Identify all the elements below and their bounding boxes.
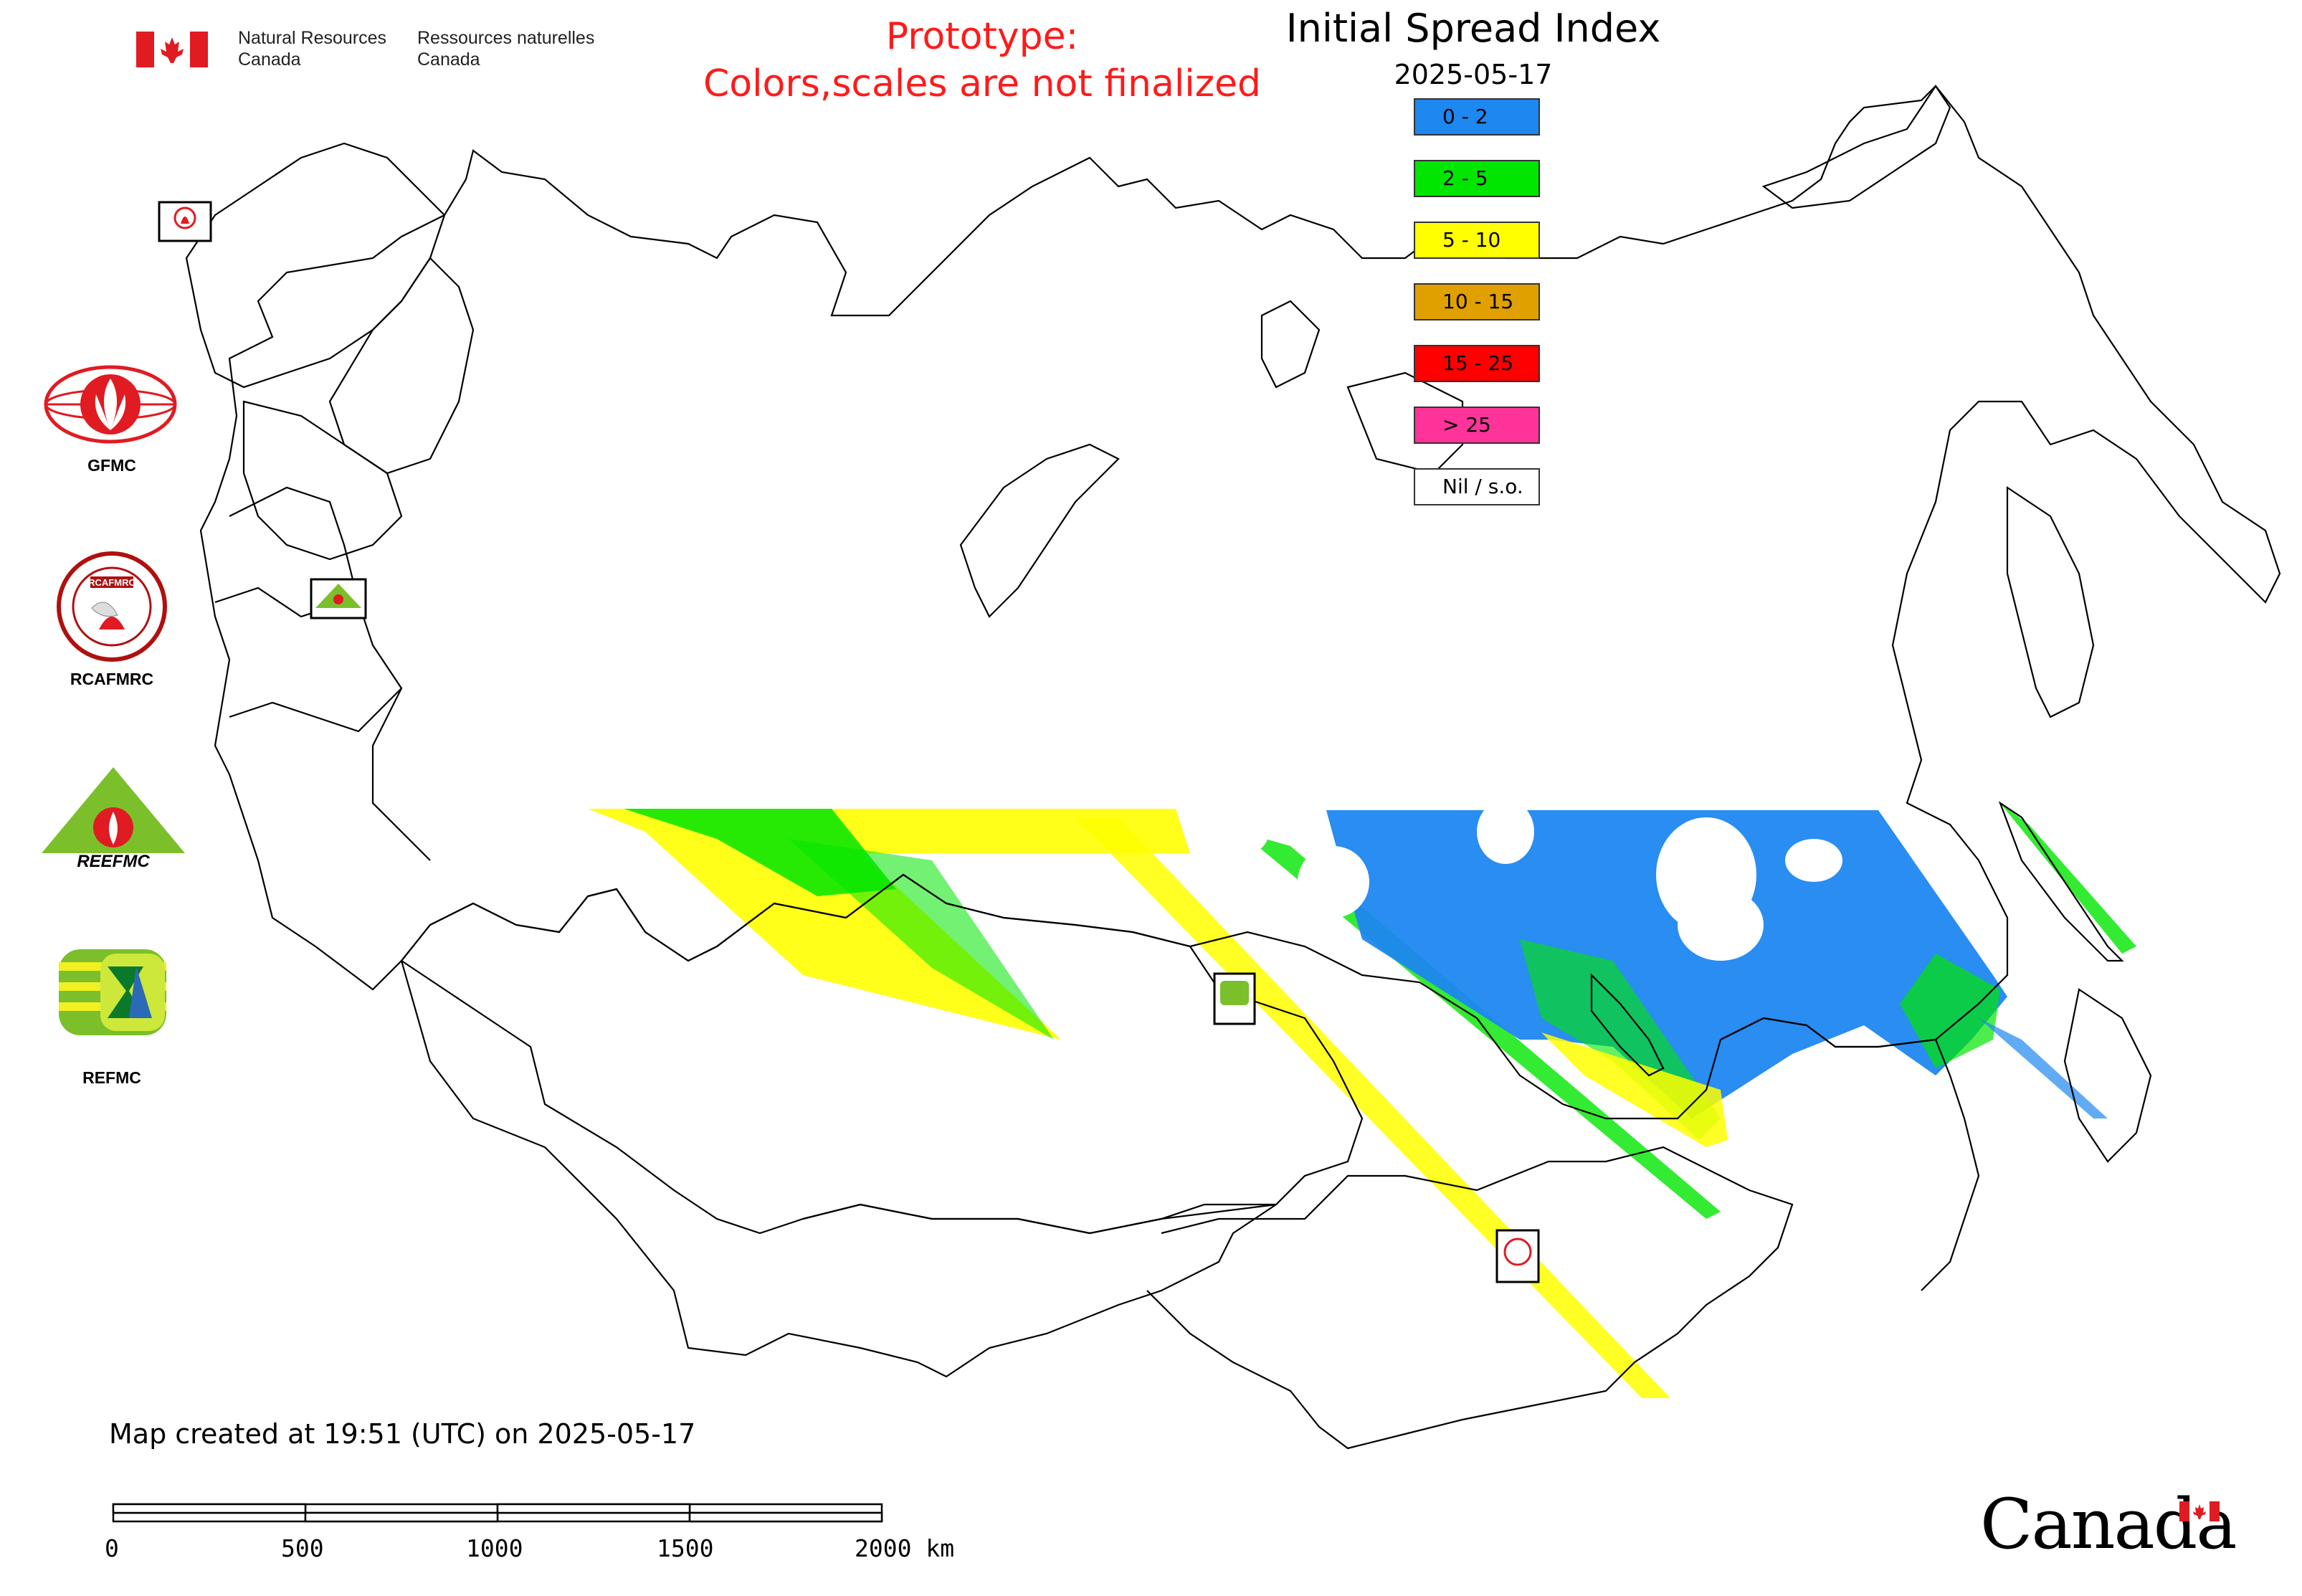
swath-east-yellow	[1541, 1032, 1728, 1147]
gfmc-logo	[44, 365, 177, 444]
reefmc-logo: REEFMC	[39, 767, 188, 871]
canada-flag-icon	[136, 32, 208, 67]
canada-wordmark: Canada	[1980, 1484, 2237, 1564]
scandinavia-outline	[185, 142, 446, 389]
svg-text:REEFMC: REEFMC	[77, 852, 150, 871]
legend-item-10-15: 10 - 15	[1414, 283, 1540, 320]
swath-east-green-2	[1900, 954, 2000, 1068]
legend-item-over-25: > 25	[1414, 407, 1540, 444]
prototype-line-1: Prototype:	[885, 15, 1079, 58]
japan-outline	[2063, 988, 2152, 1163]
kazakhstan-outline	[400, 873, 1364, 1235]
scale-label-1500: 1500	[657, 1534, 714, 1562]
agency-name-en: Natural Resources Canada	[238, 28, 387, 70]
nrcan-signature: Natural Resources Canada Ressources natu…	[136, 27, 609, 77]
legend-item-0-2: 0 - 2	[1414, 98, 1540, 136]
prototype-notice: Prototype: Colors,scales are not finaliz…	[674, 13, 1290, 108]
scale-label-2000: 2000 km	[855, 1534, 955, 1562]
scale-label-500: 500	[281, 1534, 324, 1562]
map-date: 2025-05-17	[1394, 59, 1553, 90]
mongolia-outline	[1146, 1146, 1794, 1450]
taimyr	[1346, 371, 1464, 475]
lake-baikal	[1590, 973, 1665, 1077]
rcafmrc-label: RCAFMRC	[70, 670, 154, 688]
map-title: Initial Spread Index	[1285, 6, 1661, 51]
gfmc-label: GFMC	[87, 456, 136, 475]
agency-name-fr: Ressources naturelles Canada	[417, 28, 595, 70]
prototype-line-2: Colors,scales are not finalized	[703, 62, 1262, 105]
scale-label-0: 0	[105, 1534, 119, 1562]
creation-timestamp: Map created at 19:51 (UTC) on 2025-05-17	[109, 1418, 696, 1450]
china-border	[1720, 1017, 1980, 1291]
scale-label-1000: 1000	[466, 1534, 523, 1562]
country-borders	[185, 85, 2281, 1450]
legend-item-15-25: 15 - 25	[1414, 345, 1540, 382]
map-center-badges	[158, 201, 1540, 1283]
chukotka	[1761, 85, 1951, 209]
baltic-outline	[242, 400, 403, 561]
swath-east-blue	[1326, 810, 2007, 1118]
svg-text:RCAFMRC: RCAFMRC	[88, 577, 135, 588]
legend-item-2-5: 2 - 5	[1414, 160, 1540, 197]
legend-item-nil: Nil / s.o.	[1414, 468, 1540, 505]
swath-sakhalin	[2000, 803, 2136, 954]
rcafmrc-logo: RCAFMRC	[57, 551, 167, 662]
central-asia-outline	[400, 960, 1277, 1378]
severnaya-zemlya	[1260, 300, 1321, 389]
legend-item-5-10: 5 - 10	[1414, 222, 1540, 259]
europe-borders	[214, 486, 431, 861]
sakhalin	[1998, 801, 2124, 962]
kamchatka	[2006, 485, 2095, 718]
isi-data-layer	[588, 799, 2136, 1398]
scale-bar	[112, 1503, 883, 1523]
refmc-label: REFMC	[82, 1068, 141, 1087]
wordmark-flag-icon	[2179, 1501, 2220, 1521]
swath-east-tail	[1979, 1018, 2108, 1118]
finland-outline	[328, 257, 475, 475]
swath-west-green-2	[789, 839, 1054, 1040]
refmc-logo	[59, 949, 166, 1035]
novaya-zemlya	[959, 443, 1120, 618]
